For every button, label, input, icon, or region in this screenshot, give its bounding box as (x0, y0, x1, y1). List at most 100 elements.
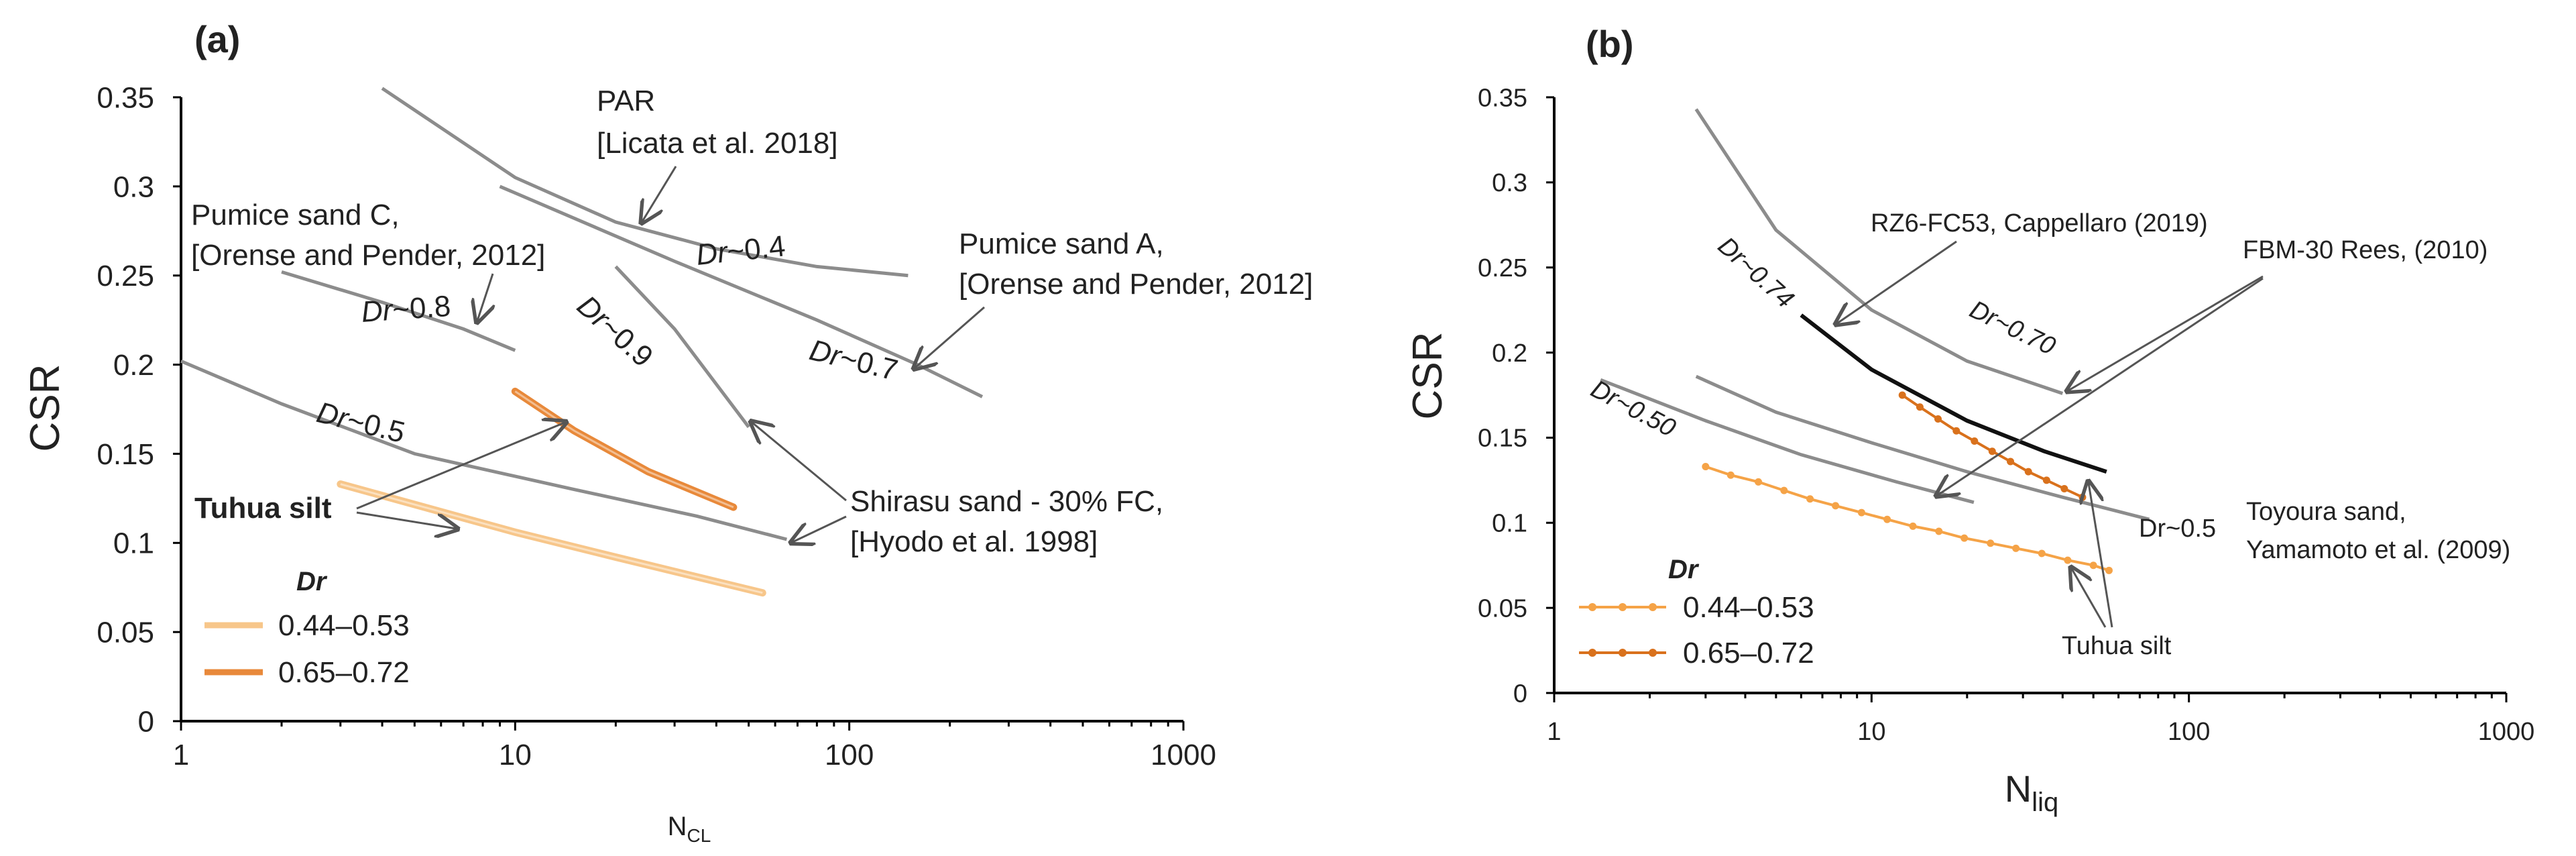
y-tick-label: 0.35 (1478, 84, 1527, 112)
legend-swatch-point (1588, 649, 1596, 657)
series-point (1916, 403, 1924, 411)
series-point (1832, 502, 1840, 510)
series-line-highlight (340, 483, 763, 594)
panel-b-legend: Dr 0.44–0.53 0.65–0.72 (1579, 555, 1814, 670)
x-tick-label: 10 (499, 739, 532, 771)
legend-b-swatch-high (1579, 649, 1666, 657)
series-point (1988, 447, 1996, 456)
legend-b-title: Dr (1668, 555, 1700, 584)
y-tick-label: 0.25 (97, 260, 154, 292)
series-point (1806, 495, 1814, 503)
panel-a-series (337, 387, 766, 597)
fbm-arrow-lower (1938, 277, 2264, 495)
series-line-high (1901, 394, 2083, 499)
panel-a-xlabel: NCL (668, 812, 711, 846)
legend-b-swatch-low (1579, 603, 1666, 611)
legend-a-entry-high: 0.65–0.72 (278, 656, 410, 689)
dr-09-label: Dr~0.9 (571, 289, 659, 374)
series-line-high (511, 387, 738, 511)
series-point (1780, 486, 1788, 494)
panel-a-reference-curves (180, 87, 984, 541)
pumice-a-arrow (915, 306, 985, 368)
toyoura-title: Toyoura sand, (2246, 498, 2406, 526)
dr-04-label: Dr~0.4 (695, 229, 787, 272)
legend-swatch-point (1619, 603, 1627, 611)
series-point (1755, 478, 1763, 486)
dr-08-label: Dr~0.8 (360, 290, 451, 329)
shirasu-arrow-upper (752, 423, 847, 502)
par-ref: [Licata et al. 2018] (597, 127, 838, 160)
legend-swatch-point (1588, 603, 1596, 611)
reference-curve-pumice_a (499, 184, 984, 398)
series-line-highlight (514, 390, 734, 509)
series-point (1857, 509, 1865, 517)
x-tick-label: 1 (173, 739, 189, 771)
x-tick-label: 100 (2168, 718, 2210, 746)
series-point (1935, 527, 1943, 535)
dr-05-label: Dr~0.5 (314, 396, 408, 449)
legend-a-entry-low: 0.44–0.53 (278, 609, 410, 642)
fbm-label: FBM-30 Rees, (2010) (2243, 236, 2487, 264)
reference-curve-pumice_c (281, 270, 516, 352)
panel-b-axes: 0 0.05 0.1 0.15 0.2 0.25 0.3 0.35 1 10 100 1000 (1478, 84, 2534, 746)
legend-swatch-point (1649, 603, 1657, 611)
series-point (2042, 476, 2050, 484)
y-tick-label: 0.3 (113, 170, 154, 203)
y-tick-label: 0.2 (113, 349, 154, 382)
shirasu-ref: [Hyodo et al. 1998] (850, 525, 1098, 558)
panel-b-label: (b) (1586, 23, 1634, 65)
fbm-arrow-upper (2068, 275, 2264, 390)
panel-a-label: (a) (194, 18, 240, 60)
dr-05-label-b: Dr~0.5 (2139, 515, 2216, 543)
y-tick-label: 0.2 (1492, 339, 1527, 368)
series-point (2105, 566, 2113, 574)
panel-b-xlabel: Nliq (2005, 767, 2058, 817)
dr-07-label: Dr~0.7 (807, 333, 901, 387)
series-point (2038, 549, 2046, 557)
legend-b-entry-high: 0.65–0.72 (1683, 637, 1814, 670)
toyoura-ref: Yamamoto et al. (2009) (2246, 536, 2510, 564)
tuhua-label-b: Tuhua silt (2062, 632, 2172, 660)
series-point (2024, 468, 2032, 476)
y-tick-label: 0.25 (1478, 254, 1527, 282)
panel-b-reference-curves (1600, 108, 2150, 521)
panel-b-series (1702, 391, 2113, 574)
series-point (2079, 493, 2087, 501)
dr-070-label: Dr~0.70 (1965, 295, 2060, 360)
tuhua-arrow-lower (356, 511, 456, 529)
reference-curve-toyoura_07 (1694, 108, 2064, 395)
series-point (1971, 437, 1979, 445)
pumice-c-title: Pumice sand C, (191, 199, 400, 231)
dr-074-label: Dr~0.74 (1712, 231, 1799, 313)
series-point (1909, 522, 1917, 530)
x-tick-label: 1 (1547, 718, 1561, 746)
panel-b: (b) CSR Nliq 0 0.05 0.1 0.15 0.2 0.25 0.3 0.35 1… (1405, 23, 2534, 817)
y-tick-label: 0.1 (113, 527, 154, 560)
panel-a-ylabel: CSR (22, 364, 68, 452)
pumice-a-title: Pumice sand A, (959, 227, 1164, 260)
series-point (2089, 561, 2097, 570)
series-point (1952, 427, 1960, 435)
series-line-low (337, 480, 766, 597)
reference-curve-shirasu_05 (180, 359, 788, 541)
panel-a-axes: 0 0.05 0.1 0.15 0.2 0.25 0.3 0.35 1 10 100 1000 (97, 81, 1216, 771)
legend-swatch-point (1649, 649, 1657, 657)
series-point (1960, 534, 1969, 542)
reference-curve-rz6 (1800, 313, 2107, 474)
series-point (1726, 471, 1735, 479)
legend-a-title: Dr (296, 567, 328, 596)
y-tick-label: 0.3 (1492, 169, 1527, 197)
reference-curve-par (381, 87, 909, 278)
rz6-label: RZ6-FC53, Cappellaro (2019) (1871, 209, 2208, 237)
par-title: PAR (597, 85, 655, 117)
dr-050-label: Dr~0.50 (1586, 375, 1680, 443)
series-point (2060, 485, 2068, 493)
series-point (1898, 391, 1906, 399)
y-tick-label: 0.1 (1492, 510, 1527, 538)
pumice-c-arrow (477, 273, 493, 321)
x-tick-label: 1000 (2478, 718, 2535, 746)
pumice-c-ref: [Orense and Pender, 2012] (191, 239, 545, 272)
y-tick-label: 0.15 (97, 438, 154, 471)
series-point (2007, 458, 2015, 466)
